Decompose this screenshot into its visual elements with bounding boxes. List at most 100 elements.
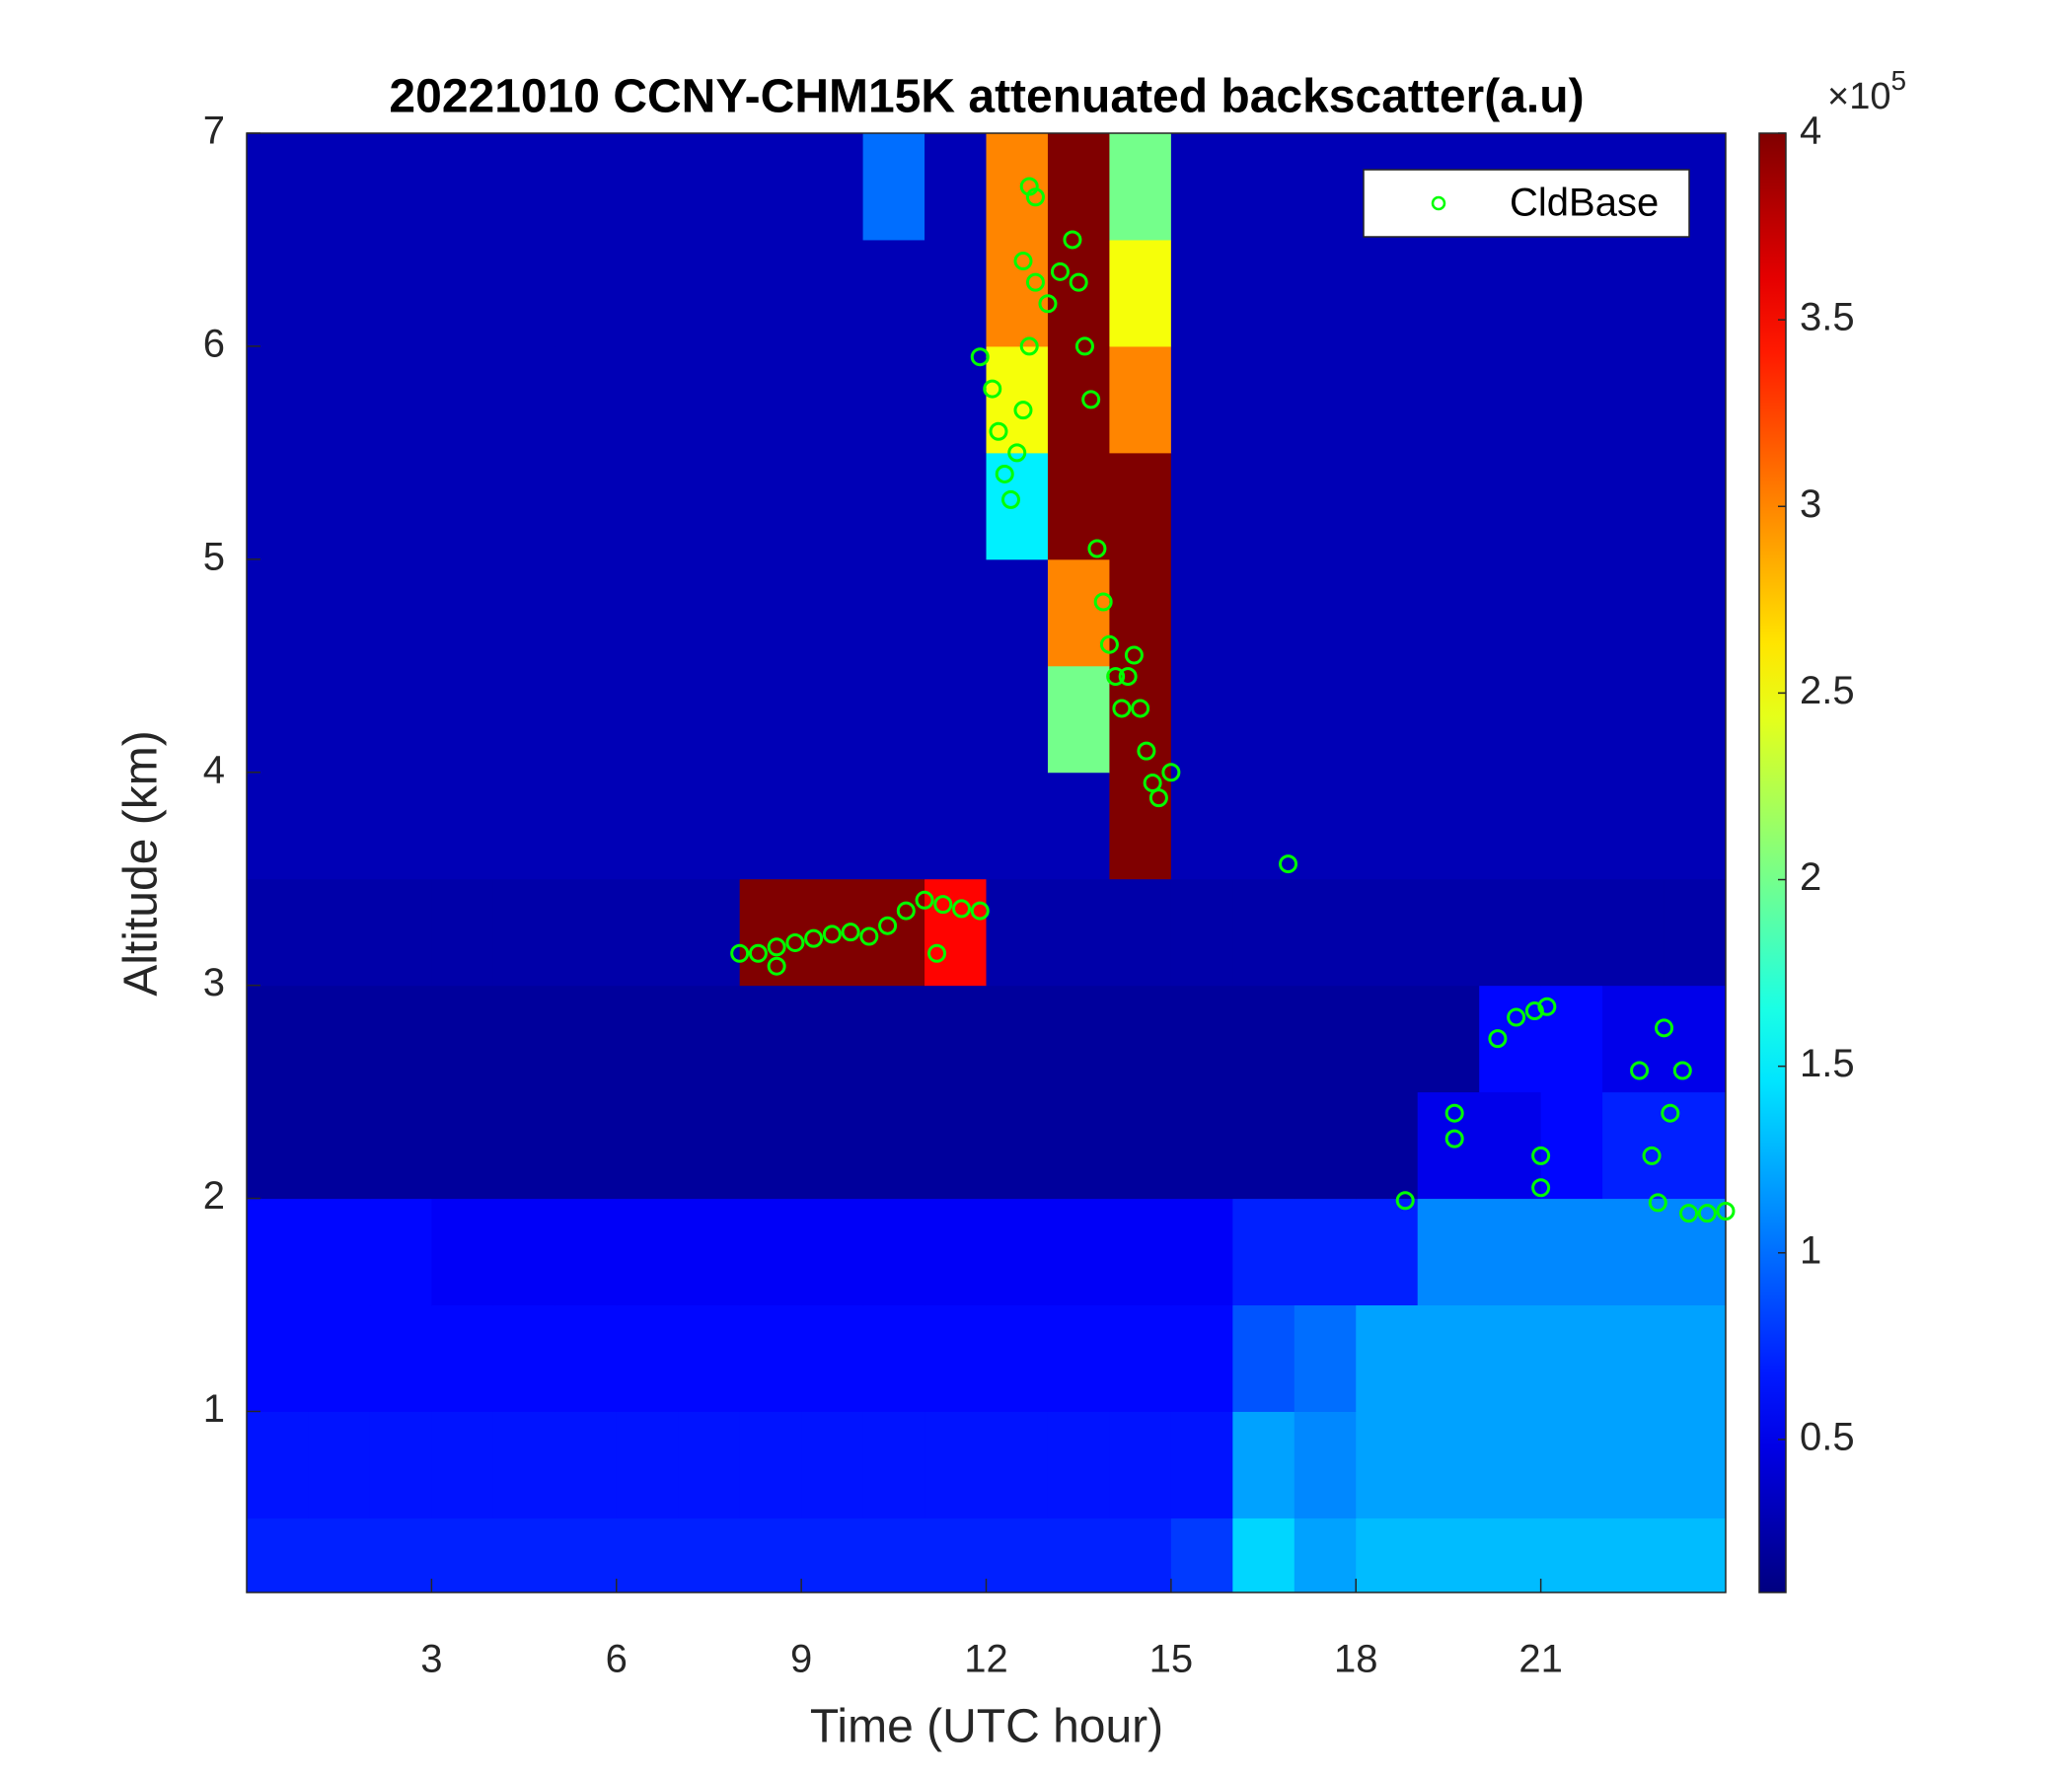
heat-cell <box>492 665 555 774</box>
heat-cell <box>247 1411 309 1518</box>
heat-cell <box>925 239 987 347</box>
heat-cell <box>862 1411 925 1518</box>
heat-cell <box>555 558 618 667</box>
heat-cell <box>247 452 309 560</box>
heat-cell <box>1294 1517 1357 1593</box>
heat-cell <box>1664 558 1727 667</box>
heat-cell <box>492 1517 555 1593</box>
heat-cell <box>431 452 494 560</box>
heat-cell <box>1109 345 1172 454</box>
heat-cell <box>925 665 987 774</box>
heat-cell <box>369 133 432 241</box>
heat-cell <box>369 1517 432 1593</box>
heat-cell <box>1664 878 1727 987</box>
heat-cell <box>492 1091 555 1200</box>
heat-cell <box>431 239 494 347</box>
heat-cell <box>1356 1198 1419 1306</box>
heat-cell <box>555 772 618 880</box>
heat-cell <box>555 985 618 1093</box>
heat-cell <box>616 239 679 347</box>
heat-cell <box>986 878 1049 987</box>
colorbar-tick-label: 0.5 <box>1800 1415 1855 1458</box>
legend-marker <box>1431 195 1446 211</box>
cloud-base-point <box>748 943 768 963</box>
heat-cell <box>801 1198 864 1306</box>
colorbar-tick-label: 3.5 <box>1800 296 1855 339</box>
cloud-base-point <box>1537 997 1557 1016</box>
cloud-base-point <box>1672 1061 1692 1080</box>
heat-cell <box>1540 665 1603 774</box>
heat-cell <box>1232 665 1295 774</box>
heat-cell <box>678 452 741 560</box>
heat-cell <box>1479 1091 1542 1200</box>
heat-cell <box>1047 1411 1110 1518</box>
heat-cell <box>1417 558 1480 667</box>
heat-cell <box>678 985 741 1093</box>
heat-cell <box>1356 345 1419 454</box>
legend-box <box>1363 169 1690 238</box>
heat-cell <box>739 1304 802 1412</box>
heat-cell <box>1479 772 1542 880</box>
heat-cell <box>1294 1411 1357 1518</box>
cloud-base-point <box>841 923 860 942</box>
cloud-base-point <box>1074 336 1094 356</box>
heat-cell <box>1109 772 1172 880</box>
heat-cell <box>1170 1517 1233 1593</box>
colorbar <box>1758 132 1787 1593</box>
heat-cell <box>1479 558 1542 667</box>
heat-cell <box>247 665 309 774</box>
cloud-base-point <box>1642 1146 1662 1165</box>
heat-cell <box>616 1091 679 1200</box>
heat-cell <box>431 1091 494 1200</box>
heat-cell <box>678 1304 741 1412</box>
heat-cell <box>492 345 555 454</box>
heat-cell <box>801 985 864 1093</box>
heat-cell <box>1664 452 1727 560</box>
heat-cell <box>308 665 371 774</box>
heat-cell <box>431 558 494 667</box>
heat-cell <box>1540 1411 1603 1518</box>
heat-cell <box>1294 985 1357 1093</box>
heat-cell <box>925 1091 987 1200</box>
cloud-base-point <box>804 928 824 948</box>
heat-cell <box>1109 133 1172 241</box>
heat-cell <box>1417 772 1480 880</box>
heat-cell <box>801 772 864 880</box>
heat-cell <box>1540 1091 1603 1200</box>
heat-cell <box>1294 133 1357 241</box>
heat-cell <box>1232 985 1295 1093</box>
heat-cell <box>1170 452 1233 560</box>
heat-cell <box>1664 985 1727 1093</box>
heat-cell <box>862 133 925 241</box>
heat-cell <box>1170 1091 1233 1200</box>
heat-cell <box>247 1304 309 1412</box>
heat-cell <box>801 133 864 241</box>
heat-cell <box>247 772 309 880</box>
heat-cell <box>616 665 679 774</box>
heat-cell <box>1294 878 1357 987</box>
heat-cell <box>555 1304 618 1412</box>
cloud-base-point <box>1279 854 1298 874</box>
heat-cell <box>1479 452 1542 560</box>
heat-cell <box>801 558 864 667</box>
heat-cell <box>986 772 1049 880</box>
heat-cell <box>1602 878 1665 987</box>
heat-cell <box>1232 878 1295 987</box>
heat-cell <box>492 558 555 667</box>
heat-cell <box>616 452 679 560</box>
heat-cell <box>862 1091 925 1200</box>
heat-cell <box>1602 1091 1665 1200</box>
cloud-base-point <box>1444 1103 1464 1123</box>
cloud-base-point <box>1444 1129 1464 1148</box>
heat-cell <box>1109 1517 1172 1593</box>
heat-cell <box>308 985 371 1093</box>
heat-cell <box>1047 1091 1110 1200</box>
heat-cell <box>308 452 371 560</box>
heat-cell <box>1479 1411 1542 1518</box>
cloud-base-point <box>1025 272 1045 292</box>
heat-cell <box>862 345 925 454</box>
heat-cell <box>616 772 679 880</box>
heat-cell <box>739 665 802 774</box>
cloud-base-point <box>1531 1146 1551 1165</box>
